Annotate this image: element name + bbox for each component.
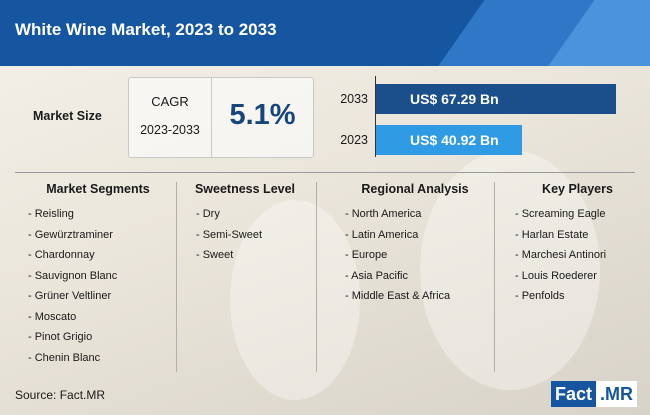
list-item: - Latin America xyxy=(345,228,419,241)
bar-value-label: US$ 40.92 Bn xyxy=(410,132,499,148)
background-glass xyxy=(230,200,360,400)
column-divider xyxy=(176,182,177,372)
sweetness-list: - Dry - Semi-Sweet - Sweet xyxy=(190,204,300,266)
title-banner: White Wine Market, 2023 to 2033 xyxy=(0,0,650,66)
list-item: - Asia Pacific xyxy=(345,269,408,282)
cagr-divider xyxy=(211,78,212,157)
list-item: - Marchesi Antinori xyxy=(515,249,607,261)
bar-2033: US$ 67.29 Bn xyxy=(376,84,616,114)
bar-2023: US$ 40.92 Bn xyxy=(376,125,522,155)
list-item: - Middle East & Africa xyxy=(345,290,451,302)
column-divider xyxy=(316,182,317,372)
list-item: - Chenin Blanc xyxy=(28,351,101,364)
cagr-box: CAGR 2023-2033 5.1% xyxy=(128,77,314,158)
logo-text-fact: Fact xyxy=(551,381,597,407)
list-item: - Gewürztraminer xyxy=(28,228,113,241)
list-item: - Harlan Estate xyxy=(515,228,589,241)
source-note: Source: Fact.MR xyxy=(15,388,106,402)
logo-text-mr: .MR xyxy=(596,381,638,407)
bar-axis xyxy=(375,76,376,157)
segments-column: Market Segments - Reisling - Gewürztramin… xyxy=(28,182,168,368)
cagr-period: 2023-2033 xyxy=(140,123,200,137)
column-title: Regional Analysis xyxy=(361,182,469,196)
list-item: - Sweet xyxy=(196,249,234,261)
bar-year-label: 2033 xyxy=(340,92,368,106)
list-item: - Reisling xyxy=(28,208,74,220)
factmr-logo: Fact .MR xyxy=(551,381,638,407)
list-item: - North America xyxy=(345,208,422,220)
market-size-label: Market Size xyxy=(33,109,102,123)
players-column: Key Players - Screaming Eagle - Harlan Es… xyxy=(515,182,640,307)
regional-column: Regional Analysis - North America - Latin… xyxy=(345,182,485,307)
list-item: - Grüner Veltliner xyxy=(28,290,112,302)
column-title: Sweetness Level xyxy=(194,182,296,196)
sweetness-column: Sweetness Level - Dry - Semi-Sweet - Sweet xyxy=(190,182,300,266)
list-item: - Screaming Eagle xyxy=(515,208,606,220)
column-title: Market Segments xyxy=(46,182,150,196)
list-item: - Semi-Sweet xyxy=(196,228,263,241)
region-list: - North America - Latin America - Europe - … xyxy=(345,204,485,307)
column-title: Key Players xyxy=(542,182,613,196)
player-list: - Screaming Eagle - Harlan Estate - Marche… xyxy=(515,204,640,307)
cagr-value: 5.1% xyxy=(229,99,296,131)
list-item: - Penfolds xyxy=(515,290,565,302)
list-item: - Moscato xyxy=(28,310,77,323)
bar-value-label: US$ 67.29 Bn xyxy=(410,91,499,107)
background-glass xyxy=(420,150,600,390)
list-item: - Europe xyxy=(345,249,388,261)
list-item: - Louis Roederer xyxy=(515,269,597,282)
segment-list: - Reisling - Gewürztraminer - Chardonnay - … xyxy=(28,204,168,368)
bar-year-label: 2023 xyxy=(340,133,368,147)
list-item: - Sauvignon Blanc xyxy=(28,269,118,282)
list-item: - Pinot Grigio xyxy=(28,331,93,343)
cagr-title: CAGR xyxy=(151,94,189,109)
list-item: - Dry xyxy=(196,208,220,220)
section-divider xyxy=(15,172,635,173)
list-item: - Chardonnay xyxy=(28,249,95,261)
page-title: White Wine Market, 2023 to 2033 xyxy=(15,20,277,39)
column-divider xyxy=(494,182,495,372)
